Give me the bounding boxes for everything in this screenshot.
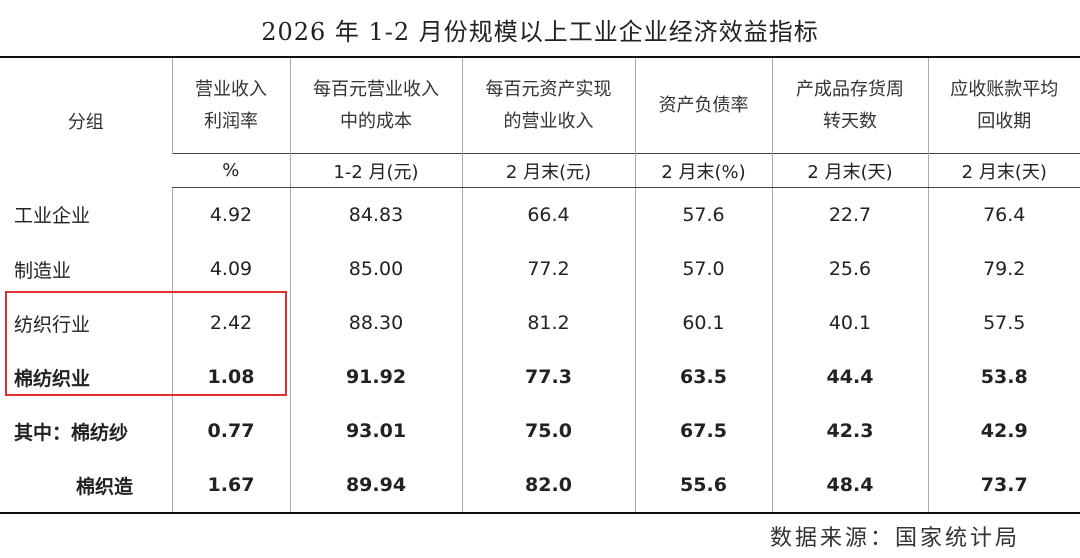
value-cell: 44.4 [771, 350, 928, 404]
header-text: 的营业收入 [503, 110, 594, 132]
header-text: 产成品存货周 [796, 78, 904, 100]
header-cell: 每百元营业收入 中的成本 [289, 57, 462, 154]
header-cell: 产成品存货周 转天数 [771, 57, 928, 154]
highlight-box [5, 291, 287, 396]
row-label: 工业企业 [14, 205, 91, 228]
value-cell: 75.0 [461, 404, 635, 458]
unit-cell: 2 月末(天) [927, 153, 1080, 188]
header-cell: 每百元资产实现 的营业收入 [461, 57, 635, 154]
value-cell: 84.83 [289, 187, 462, 242]
indicator-table: 分组 营业收入 利润率 每百元营业收入 中的成本 每百元资产实现 的营业收入 资产负债率 产成品… [0, 56, 1080, 514]
value-cell: 81.2 [461, 296, 635, 350]
data-row: 制造业 4.09 85.00 77.2 57.0 25.6 79.2 [0, 242, 1080, 296]
value-cell: 1.67 [171, 458, 290, 513]
unit-cell: % [172, 153, 290, 188]
header-text: 分组 [67, 111, 104, 133]
value-cell: 0.77 [171, 404, 290, 458]
unit-cell: 2 月末(天) [771, 153, 928, 188]
header-cell: 资产负债率 [634, 57, 772, 154]
value-cell: 55.6 [634, 458, 772, 513]
header-cell: 应收账款平均 回收期 [927, 57, 1080, 154]
header-text: 应收账款平均 [950, 78, 1059, 100]
row-label: 制造业 [14, 259, 72, 282]
value-cell: 40.1 [771, 296, 928, 350]
value-cell: 57.5 [927, 296, 1080, 350]
header-row: 分组 营业收入 利润率 每百元营业收入 中的成本 每百元资产实现 的营业收入 资产负债率 产成品… [0, 57, 1080, 154]
value-cell: 2.42 [171, 296, 290, 350]
header-text: 利润率 [204, 110, 258, 132]
unit-cell: 1-2 月(元) [289, 153, 462, 188]
header-text: 每百元资产实现 [485, 78, 612, 100]
value-cell: 60.1 [634, 296, 772, 350]
row-label: 棉织造 [76, 475, 134, 498]
value-cell: 57.0 [634, 242, 772, 296]
value-cell: 4.92 [171, 187, 290, 242]
header-text: 资产负债率 [658, 94, 749, 116]
data-row: 其中：棉纺纱 0.77 93.01 75.0 67.5 42.3 42.9 [0, 404, 1080, 458]
header-cell: 分组 [0, 57, 172, 188]
header-text: 营业收入 [195, 78, 267, 100]
value-cell: 73.7 [927, 458, 1080, 513]
value-cell: 89.94 [289, 458, 462, 513]
row-label: 纺织行业 [14, 313, 91, 336]
value-cell: 25.6 [771, 242, 928, 296]
value-cell: 63.5 [634, 350, 772, 404]
value-cell: 91.92 [289, 350, 462, 404]
unit-cell: 2 月末(元) [461, 153, 635, 188]
row-label: 其中：棉纺纱 [14, 421, 129, 444]
row-label: 棉纺织业 [14, 367, 91, 390]
value-cell: 4.09 [171, 242, 290, 296]
data-row: 工业企业 4.92 84.83 66.4 57.6 22.7 76.4 [0, 187, 1080, 242]
unit-cell: 2 月末(%) [634, 153, 772, 188]
value-cell: 67.5 [634, 404, 772, 458]
value-cell: 77.2 [461, 242, 635, 296]
value-cell: 82.0 [461, 458, 635, 513]
value-cell: 22.7 [771, 187, 928, 242]
value-cell: 76.4 [927, 187, 1080, 242]
value-cell: 53.8 [927, 350, 1080, 404]
value-cell: 93.01 [289, 404, 462, 458]
header-text: 中的成本 [340, 110, 412, 132]
source-note: 数据来源：国家统计局 [769, 526, 1020, 551]
header-text: 转天数 [823, 110, 877, 132]
value-cell: 79.2 [927, 242, 1080, 296]
data-row: 棉织造 1.67 89.94 82.0 55.6 48.4 73.7 [0, 458, 1080, 513]
header-cell: 营业收入 利润率 [171, 57, 290, 154]
units-row: % 1-2 月(元) 2 月末(元) 2 月末(%) 2 月末(天) 2 月末(天) [0, 153, 1080, 188]
value-cell: 48.4 [771, 458, 928, 513]
value-cell: 77.3 [461, 350, 635, 404]
value-cell: 57.6 [634, 187, 772, 242]
value-cell: 42.9 [927, 404, 1080, 458]
title: 2026 年 1-2 月份规模以上工业企业经济效益指标 [261, 18, 819, 46]
data-row: 纺织行业 2.42 88.30 81.2 60.1 40.1 57.5 [0, 296, 1080, 350]
value-cell: 88.30 [289, 296, 462, 350]
value-cell: 66.4 [461, 187, 635, 242]
value-cell: 42.3 [771, 404, 928, 458]
value-cell: 85.00 [289, 242, 462, 296]
header-text: 每百元营业收入 [313, 78, 439, 100]
header-text: 回收期 [977, 110, 1032, 132]
